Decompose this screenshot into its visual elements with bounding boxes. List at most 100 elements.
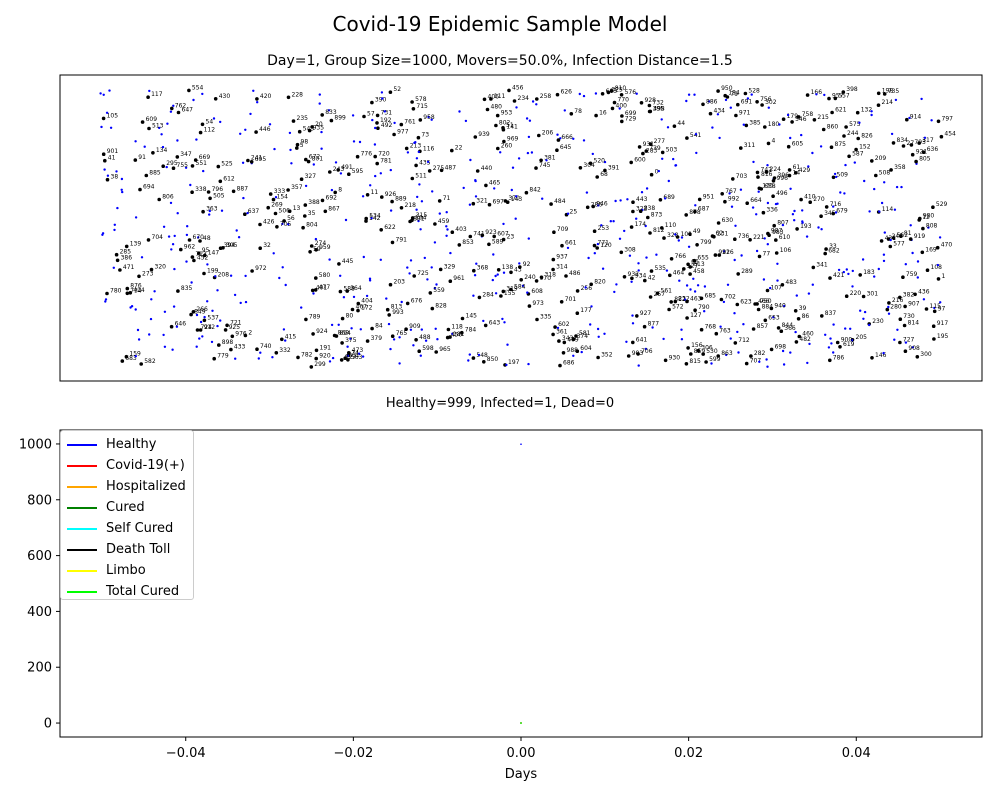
point-id-label: 834: [897, 137, 909, 144]
mover-point: [597, 204, 600, 207]
point-id-label: 813: [391, 304, 403, 311]
stationary-point: [295, 146, 299, 150]
stationary-point: [879, 239, 884, 243]
mover-point: [830, 342, 833, 345]
stationary-point: [345, 289, 350, 293]
stationary-point: [713, 253, 718, 257]
stationary-point: [218, 246, 223, 250]
point-id-label: 395: [653, 106, 665, 113]
mover-point: [730, 205, 734, 208]
mover-point: [389, 168, 392, 172]
stationary-point: [594, 113, 598, 118]
point-id-label: 907: [908, 300, 920, 307]
stationary-point: [404, 327, 408, 332]
stationary-point: [828, 276, 832, 280]
point-id-label: 86: [802, 313, 810, 320]
mover-point: [115, 170, 118, 173]
mover-point: [423, 256, 426, 260]
mover-point: [870, 113, 873, 117]
stationary-point: [564, 274, 568, 278]
point-id-label: 270: [813, 196, 825, 203]
point-id-label: 740: [260, 343, 272, 350]
mover-point: [206, 300, 209, 303]
point-id-label: 548: [476, 352, 488, 359]
point-id-label: 511: [415, 173, 427, 180]
mover-point: [433, 286, 437, 290]
mover-point: [314, 237, 318, 241]
stationary-point: [908, 237, 913, 241]
mover-point: [723, 250, 726, 253]
mover-point: [645, 256, 648, 259]
point-id-label: 885: [149, 170, 161, 177]
point-id-label: 357: [291, 184, 303, 191]
point-id-label: 953: [501, 110, 513, 117]
stationary-point: [485, 107, 490, 112]
mover-point: [330, 188, 334, 192]
point-id-label: 112: [204, 127, 216, 134]
mover-point: [807, 165, 810, 168]
stationary-point: [535, 97, 539, 101]
mover-point: [805, 235, 809, 238]
x-axis-label: Days: [505, 767, 538, 782]
mover-point: [900, 185, 903, 189]
point-id-label: 900: [841, 337, 853, 344]
point-id-label: 61: [793, 164, 801, 171]
stationary-point: [744, 123, 749, 128]
point-id-label: 598: [422, 345, 434, 352]
stationary-point: [889, 168, 893, 172]
mover-point: [339, 172, 343, 175]
stationary-point: [512, 99, 517, 103]
mover-point: [863, 310, 867, 314]
point-id-label: 935: [313, 125, 325, 132]
point-id-label: 415: [285, 333, 297, 340]
mover-point: [882, 253, 886, 256]
mover-point: [195, 313, 199, 317]
mover-point: [171, 243, 175, 246]
point-id-label: 434: [714, 108, 726, 115]
point-id-label: 305: [226, 242, 238, 249]
mover-point: [923, 136, 927, 139]
stationary-point: [831, 211, 835, 216]
mover-point: [663, 197, 667, 200]
point-id-label: 325: [611, 86, 623, 93]
point-id-label: 13: [293, 205, 301, 212]
mover-point: [776, 262, 779, 265]
point-id-label: 724: [201, 324, 213, 331]
stationary-point: [831, 175, 836, 180]
stationary-point: [765, 288, 770, 293]
stationary-point: [636, 352, 640, 356]
series-point-healthy: [520, 443, 522, 446]
mover-point: [832, 205, 835, 208]
stationary-point: [387, 313, 392, 317]
mover-point: [121, 190, 124, 194]
point-id-label: 385: [749, 119, 761, 126]
mover-point: [936, 263, 940, 267]
mover-point: [515, 106, 518, 109]
mover-point: [791, 213, 795, 216]
mover-point: [202, 169, 205, 173]
stationary-point: [191, 310, 196, 314]
stationary-point: [190, 190, 194, 194]
legend-swatch: [67, 569, 97, 572]
stationary-point: [310, 288, 315, 293]
mover-point: [889, 238, 892, 242]
stationary-point: [561, 351, 566, 355]
stationary-point: [275, 225, 279, 229]
point-id-label: 595: [352, 168, 364, 175]
stationary-point: [708, 111, 713, 116]
stationary-point: [482, 360, 486, 364]
point-id-label: 95: [202, 247, 210, 254]
point-id-label: 577: [893, 241, 905, 248]
point-id-label: 835: [181, 285, 193, 292]
point-id-label: 275: [433, 165, 445, 172]
point-id-label: 602: [558, 321, 570, 328]
point-id-label: 433: [234, 344, 246, 351]
stationary-point: [307, 128, 312, 133]
mover-point: [510, 188, 513, 192]
point-id-label: 322: [636, 206, 648, 213]
stationary-point: [195, 328, 200, 332]
mover-point: [678, 279, 681, 282]
mover-point: [904, 341, 908, 344]
point-id-label: 619: [843, 341, 855, 348]
stationary-point: [149, 267, 154, 272]
